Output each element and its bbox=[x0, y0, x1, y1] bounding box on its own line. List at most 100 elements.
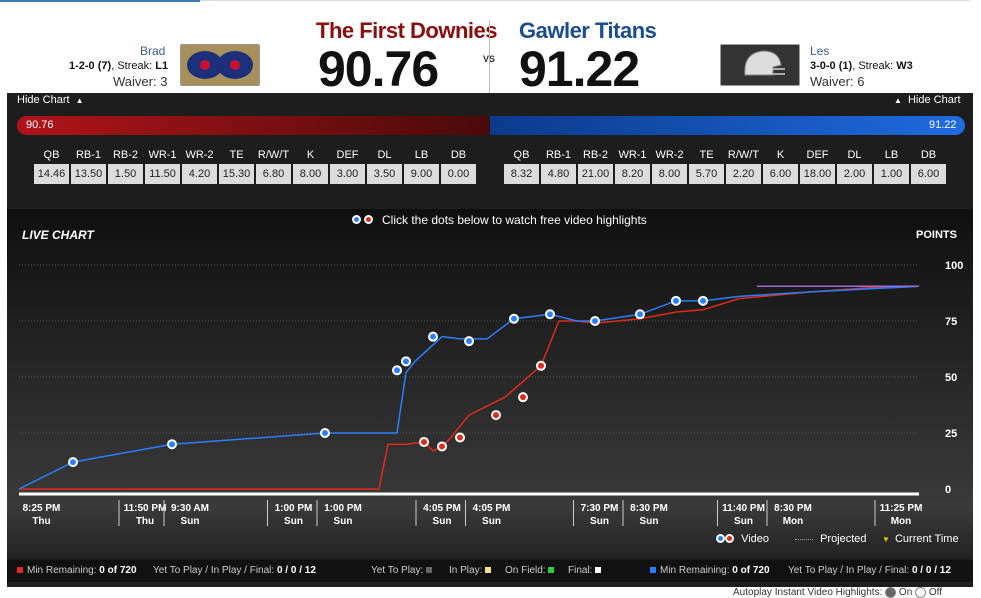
home-streak-label: , Streak: bbox=[111, 60, 153, 72]
video-highlight-dot bbox=[698, 295, 708, 306]
away-pos-value[interactable]: 8.00 bbox=[652, 164, 687, 184]
away-pos-value[interactable]: 2.00 bbox=[837, 164, 872, 184]
away-pos-value[interactable]: 6.00 bbox=[763, 164, 798, 184]
live-chart-area bbox=[7, 209, 973, 559]
away-pos-col: DEF 18.00 bbox=[799, 146, 836, 184]
final-label: Final: bbox=[568, 565, 593, 576]
home-pos-value[interactable]: 1.50 bbox=[108, 164, 143, 184]
x-tick-time: 11:40 PM bbox=[722, 503, 765, 514]
home-pos-value[interactable]: 4.20 bbox=[182, 164, 217, 184]
home-pos-value[interactable]: 9.00 bbox=[404, 164, 439, 184]
red-dot-icon bbox=[364, 215, 373, 224]
legend-projected: Projected bbox=[795, 533, 867, 545]
home-score: 90.76 bbox=[318, 41, 439, 97]
away-owner-name[interactable]: Les bbox=[810, 44, 830, 58]
away-ytp-label: Yet To Play / In Play / Final: bbox=[788, 565, 910, 576]
home-pos-col: WR-2 4.20 bbox=[181, 146, 218, 184]
video-highlight-dot bbox=[428, 331, 438, 342]
x-tick-time: 11:50 PM bbox=[124, 503, 167, 514]
home-team-name[interactable]: The First Downies bbox=[316, 18, 497, 43]
video-highlight-dot bbox=[455, 432, 465, 443]
live-chart-title: LIVE CHART bbox=[22, 228, 94, 242]
away-team-name[interactable]: Gawler Titans bbox=[519, 18, 657, 43]
away-pos-value[interactable]: 1.00 bbox=[874, 164, 909, 184]
away-team-avatar[interactable] bbox=[720, 44, 800, 86]
away-pos-header: TE bbox=[699, 149, 714, 161]
legend-video-label: Video bbox=[741, 533, 769, 545]
home-team-avatar[interactable] bbox=[180, 44, 260, 86]
video-highlight-dot bbox=[491, 410, 501, 421]
video-highlight-dot bbox=[464, 336, 474, 347]
home-pos-value[interactable]: 15.30 bbox=[219, 164, 254, 184]
home-pos-header: DEF bbox=[336, 149, 359, 161]
away-record: 3-0-0 (1), Streak: W3 bbox=[810, 60, 913, 72]
video-highlight-dot bbox=[671, 295, 681, 306]
home-pos-value[interactable]: 0.00 bbox=[441, 164, 476, 184]
in-play-label: In Play: bbox=[449, 565, 483, 576]
home-pos-header: DL bbox=[377, 149, 392, 161]
away-pos-value[interactable]: 4.80 bbox=[541, 164, 576, 184]
away-pos-col: R/W/T 2.20 bbox=[725, 146, 762, 184]
home-pos-value[interactable]: 6.80 bbox=[256, 164, 291, 184]
away-pos-value[interactable]: 8.32 bbox=[504, 164, 539, 184]
away-pos-value[interactable]: 8.20 bbox=[615, 164, 650, 184]
top-divider-line bbox=[200, 0, 970, 1]
x-tick-day: Sun bbox=[181, 516, 200, 527]
x-tick-time: 7:30 PM bbox=[581, 503, 619, 514]
home-min-remaining-label: Min Remaining: bbox=[27, 565, 97, 576]
home-pos-value[interactable]: 13.50 bbox=[71, 164, 106, 184]
white-square-icon bbox=[595, 567, 602, 574]
away-min-remaining: Min Remaining: 0 of 720 bbox=[650, 565, 770, 576]
video-highlight-dot bbox=[509, 313, 519, 324]
on-field-label: On Field: bbox=[505, 565, 546, 576]
red-square-icon bbox=[17, 567, 23, 574]
away-pos-value[interactable]: 5.70 bbox=[689, 164, 724, 184]
away-pos-value[interactable]: 2.20 bbox=[726, 164, 761, 184]
y-tick-label: 75 bbox=[945, 316, 957, 328]
away-pos-col: WR-1 8.20 bbox=[614, 146, 651, 184]
video-highlight-dot bbox=[392, 365, 402, 376]
home-ytp-label: Yet To Play / In Play / Final: bbox=[153, 565, 275, 576]
blue-dot-icon bbox=[716, 534, 725, 543]
away-pos-value[interactable]: 6.00 bbox=[911, 164, 946, 184]
x-tick-day: Sun bbox=[590, 516, 609, 527]
home-pos-value[interactable]: 11.50 bbox=[145, 164, 180, 184]
video-highlight-dot bbox=[68, 457, 78, 468]
legend-video: Video bbox=[716, 533, 769, 545]
away-position-scores: QB 8.32 RB-1 4.80 RB-2 21.00 WR-1 8.20 WR-2 8.00 T… bbox=[503, 146, 947, 184]
away-min-remaining-label: Min Remaining: bbox=[660, 565, 730, 576]
video-highlight-dot bbox=[536, 360, 546, 371]
home-pos-header: RB-1 bbox=[75, 149, 102, 161]
home-pos-col: LB 9.00 bbox=[403, 146, 440, 184]
home-pos-value[interactable]: 3.00 bbox=[330, 164, 365, 184]
x-tick-time: 4:05 PM bbox=[473, 503, 511, 514]
away-pos-value[interactable]: 21.00 bbox=[578, 164, 613, 184]
home-record-rank: (7) bbox=[97, 60, 112, 72]
y-tick-label: 50 bbox=[945, 372, 957, 384]
x-tick-time: 4:05 PM bbox=[423, 503, 461, 514]
home-pos-value[interactable]: 14.46 bbox=[34, 164, 69, 184]
series-line bbox=[18, 285, 920, 490]
x-tick-day: Sun bbox=[433, 516, 452, 527]
home-ytp: Yet To Play / In Play / Final: 0 / 0 / 1… bbox=[153, 565, 316, 576]
away-pos-value[interactable]: 18.00 bbox=[800, 164, 835, 184]
home-owner-name[interactable]: Brad bbox=[140, 44, 166, 58]
home-record-wlt: 1-2-0 bbox=[69, 60, 95, 72]
video-highlight-dot bbox=[635, 309, 645, 320]
home-pos-header: TE bbox=[229, 149, 244, 161]
x-tick-time: 8:30 PM bbox=[774, 503, 812, 514]
home-pos-value[interactable]: 8.00 bbox=[293, 164, 328, 184]
home-position-scores: QB 14.46 RB-1 13.50 RB-2 1.50 WR-1 11.50 WR-2 4.2… bbox=[33, 146, 477, 184]
hide-chart-left[interactable]: Hide Chart ▲ bbox=[17, 94, 84, 106]
away-record-rank: (1) bbox=[838, 60, 853, 72]
hide-chart-right[interactable]: ▲ Hide Chart bbox=[894, 94, 961, 106]
away-pos-header: RB-1 bbox=[545, 149, 572, 161]
x-tick-day: Thu bbox=[32, 516, 50, 527]
status-final: Final: bbox=[568, 565, 605, 576]
home-pos-col: RB-2 1.50 bbox=[107, 146, 144, 184]
home-pos-value[interactable]: 3.50 bbox=[367, 164, 402, 184]
home-pos-col: K 8.00 bbox=[292, 146, 329, 184]
home-bar-value: 90.76 bbox=[26, 119, 54, 131]
x-tick-day: Sun bbox=[334, 516, 353, 527]
top-accent-line bbox=[0, 0, 200, 2]
